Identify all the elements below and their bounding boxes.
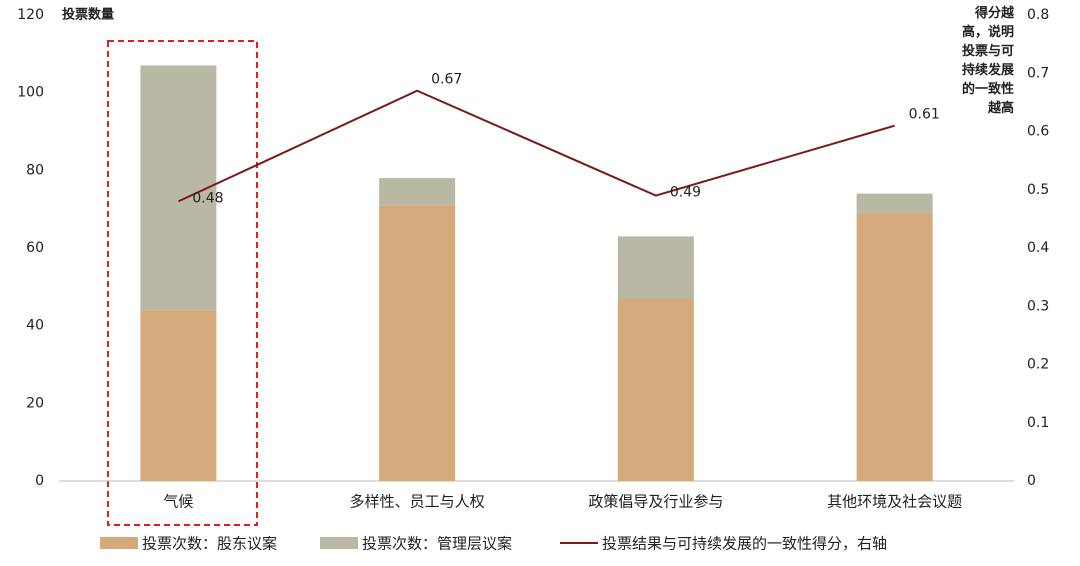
bar-segment — [617, 298, 694, 481]
bar-segment — [856, 193, 933, 214]
bar-segment — [140, 310, 217, 481]
y2-tick-label: 0.1 — [1027, 415, 1049, 431]
y2-tick-label: 0.2 — [1027, 357, 1049, 373]
highlight-box — [107, 40, 258, 526]
bar-segment — [379, 178, 456, 206]
legend-swatch — [100, 537, 138, 549]
y2-tick-label: 0.3 — [1027, 298, 1049, 314]
bar-segment — [379, 205, 456, 482]
legend-label: 投票结果与可持续发展的一致性得分，右轴 — [602, 535, 887, 553]
y2-tick-label: 0.8 — [1027, 7, 1049, 23]
y2-axis-label: 得分越高，说明投票与可持续发展的一致性越高 — [961, 6, 1014, 116]
data-label: 0.67 — [431, 72, 462, 88]
line — [177, 89, 895, 203]
y-axis-label: 投票数量 — [62, 7, 114, 23]
y2-tick-label: 0.6 — [1027, 124, 1049, 140]
y-tick-label: 0 — [35, 473, 44, 489]
legend-swatch — [320, 537, 358, 549]
data-label: 0.49 — [670, 185, 701, 201]
y2-tick-label: 0.4 — [1027, 240, 1049, 256]
y-tick-label: 100 — [17, 85, 44, 101]
bar-segment — [856, 213, 933, 482]
x-tick-label: 多样性、员工与人权 — [350, 493, 485, 511]
y-tick-label: 80 — [26, 162, 44, 178]
y-tick-label: 40 — [26, 318, 44, 334]
legend-label: 投票次数：管理层议案 — [362, 535, 512, 553]
y-tick-label: 60 — [26, 240, 44, 256]
x-tick-label: 其他环境及社会议题 — [827, 493, 962, 511]
y2-tick-label: 0 — [1027, 473, 1036, 489]
y2-tick-label: 0.7 — [1027, 65, 1049, 81]
y-tick-label: 20 — [26, 395, 44, 411]
y2-tick-label: 0.5 — [1027, 182, 1049, 198]
data-label: 0.48 — [192, 190, 223, 206]
x-tick-label: 政策倡导及行业参与 — [588, 493, 723, 511]
bar-segment — [617, 236, 694, 299]
data-label: 0.61 — [909, 107, 940, 123]
x-tick-label: 气候 — [163, 493, 193, 511]
y-tick-label: 120 — [17, 7, 44, 23]
bar-segment — [140, 65, 217, 311]
legend-label: 投票次数：股东议案 — [142, 535, 277, 553]
